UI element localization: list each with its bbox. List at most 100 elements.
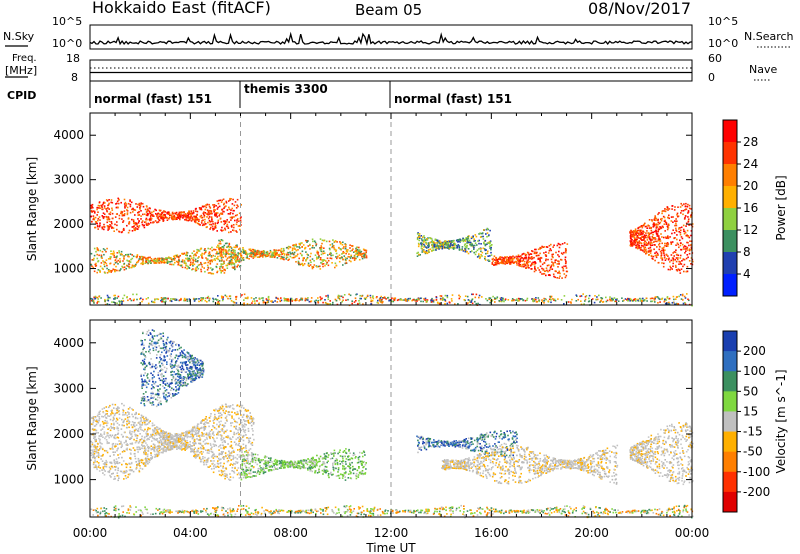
data-cell [286,256,289,259]
data-cell [634,242,636,244]
data-cell [644,236,646,239]
data-cell [675,260,678,263]
data-cell [310,300,313,302]
data-cell [420,242,422,245]
data-cell [143,224,146,227]
data-cell [291,256,294,259]
data-cell [552,246,554,248]
data-cell [129,199,131,201]
data-cell [241,251,244,253]
data-cell [469,301,471,303]
data-cell [301,299,303,301]
data-cell [103,265,106,268]
data-cell [347,255,350,258]
data-cell [316,258,318,260]
data-cell [422,300,424,303]
data-cell [319,299,322,302]
data-cell [164,210,166,213]
data-cell [499,258,502,261]
data-cell [480,243,482,245]
data-cell [199,248,202,250]
data-cell [161,298,163,301]
data-cell [108,213,110,215]
data-cell [106,267,108,270]
data-cell [108,220,111,223]
data-cell [150,448,153,450]
data-cell [446,241,449,243]
data-cell [652,255,655,258]
data-cell [313,247,315,249]
data-cell [97,228,99,230]
data-cell [294,299,297,302]
data-cell [647,247,650,250]
data-cell [644,222,646,225]
data-cell [613,297,616,299]
data-cell [538,300,540,303]
data-cell [168,256,170,258]
data-cell [236,473,239,476]
data-cell [222,426,225,428]
data-cell [143,221,146,223]
data-cell [109,258,112,260]
data-cell [152,301,155,303]
data-cell [458,249,461,251]
data-cell [439,295,442,297]
data-cell [236,204,238,206]
data-cell [152,259,155,262]
data-cell [642,239,645,241]
data-cell [302,258,305,260]
data-cell [663,236,665,239]
data-cell [550,295,553,298]
data-cell [197,432,200,435]
data-cell [241,426,244,428]
data-cell [279,257,282,260]
data-cell [659,298,661,301]
data-cell [156,426,158,428]
data-cell [107,204,109,207]
data-cell [227,253,230,255]
data-cell [358,302,361,304]
data-cell [663,210,666,212]
data-cell [208,205,211,208]
data-cell [260,297,263,299]
data-cell [492,295,494,298]
data-cell [550,299,552,301]
data-cell [186,219,188,222]
data-cell [328,247,331,250]
data-cell [221,199,223,202]
data-cell [334,262,337,265]
data-cell [688,236,691,239]
data-cell [176,254,179,256]
data-cell [213,298,215,301]
data-cell [159,210,161,212]
data-cell [144,262,147,264]
data-cell [126,422,128,425]
data-cell [254,254,256,257]
data-cell [545,251,547,253]
data-cell [666,296,669,298]
data-cell [305,259,307,261]
data-cell [637,232,639,235]
data-cell [134,227,137,229]
data-cell [261,254,264,257]
data-cell [131,218,133,221]
data-cell [238,252,241,255]
data-cell [213,204,216,206]
data-cell [90,459,92,461]
data-cell [648,241,650,243]
data-cell [121,211,124,213]
data-cell [161,261,164,264]
data-cell [222,438,224,441]
data-cell [502,262,505,264]
data-cell [111,301,113,303]
data-cell [114,297,116,299]
data-cell [205,432,208,434]
data-cell [198,220,200,222]
data-cell [107,296,110,298]
data-cell [241,257,244,260]
data-cell [345,299,347,301]
data-cell [661,257,664,259]
data-cell [127,217,130,219]
data-cell [455,244,458,247]
